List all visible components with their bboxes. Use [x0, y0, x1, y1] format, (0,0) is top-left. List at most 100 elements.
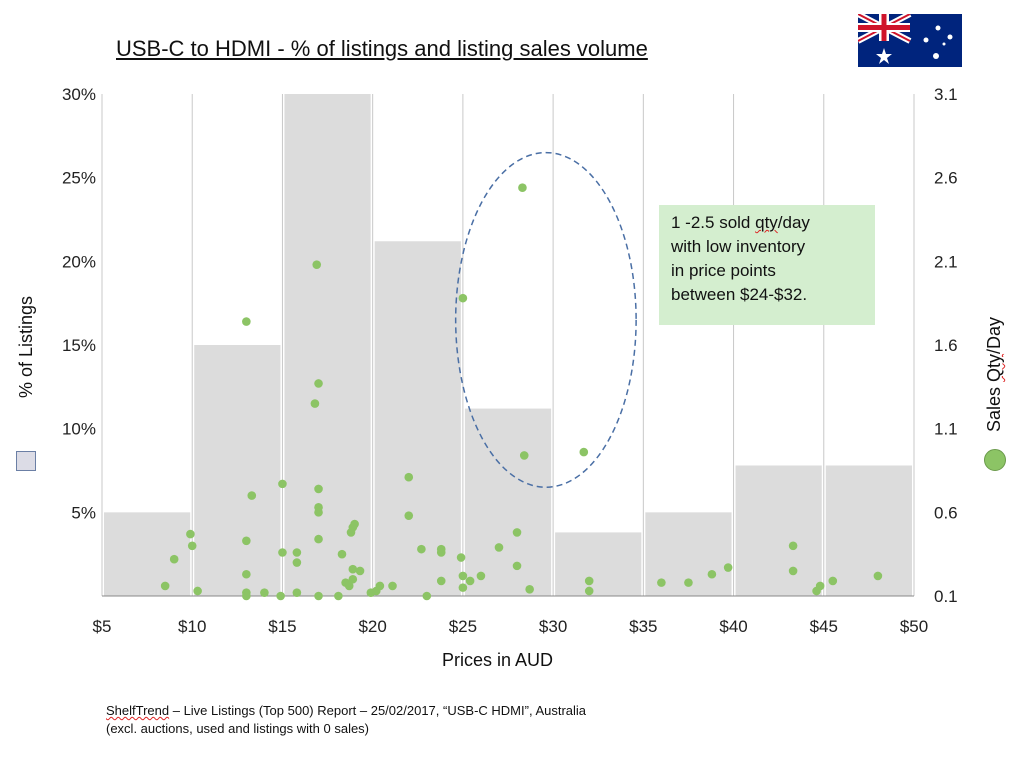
- sales-dot: [476, 571, 486, 581]
- sales-dot: [417, 544, 426, 554]
- sales-dot: [584, 586, 594, 596]
- sales-dot: [458, 583, 468, 592]
- sales-dot: [314, 379, 323, 388]
- sales-dot: [404, 511, 414, 520]
- sales-dot: [350, 519, 359, 529]
- sales-dot: [519, 451, 529, 460]
- y-right-tick-label: 0.1: [934, 587, 958, 606]
- sales-dot: [186, 529, 195, 539]
- sales-dot: [242, 591, 251, 601]
- sales-dot: [337, 549, 347, 559]
- sales-dot: [579, 447, 589, 457]
- sales-dot: [788, 566, 798, 576]
- annotation-box: 1 -2.5 sold qty/day with low inventory i…: [659, 205, 875, 325]
- listing-bar: [374, 241, 461, 596]
- sales-dot: [314, 508, 323, 517]
- sales-dot: [707, 569, 717, 579]
- sales-dot: [458, 571, 468, 581]
- x-tick-label: $5: [93, 617, 112, 636]
- chart-title: USB-C to HDMI - % of listings and listin…: [116, 36, 648, 61]
- x-tick-label: $45: [810, 617, 838, 636]
- sales-dot: [276, 591, 285, 601]
- y-left-tick-label: 25%: [62, 169, 96, 188]
- sales-dot: [334, 591, 343, 601]
- sales-dot: [525, 585, 534, 594]
- sales-dot: [512, 561, 522, 571]
- sales-dot: [873, 571, 883, 581]
- sales-dot: [312, 260, 322, 269]
- x-axis-label: Prices in AUD: [442, 650, 554, 670]
- y-left-tick-label: 10%: [62, 420, 96, 439]
- listings-legend-square-icon: [16, 451, 36, 471]
- sales-dot: [458, 293, 468, 303]
- sales-dot: [260, 588, 269, 597]
- annotation-line-3: in price points: [671, 261, 776, 280]
- sales-dot: [242, 569, 251, 579]
- x-tick-label: $40: [719, 617, 747, 636]
- sales-dot: [314, 591, 323, 601]
- listing-bar: [464, 408, 552, 596]
- x-tick-label: $35: [629, 617, 657, 636]
- sales-dot: [348, 574, 358, 584]
- sales-dot: [187, 541, 197, 551]
- sales-dot: [828, 576, 838, 586]
- y-left-tick-label: 20%: [62, 252, 96, 271]
- y-left-tick-label: 30%: [62, 85, 96, 104]
- australia-flag-icon: [858, 14, 962, 67]
- sales-dot: [684, 578, 693, 587]
- x-tick-label: $15: [268, 617, 296, 636]
- sales-dot: [388, 581, 397, 591]
- sales-dot: [422, 591, 432, 601]
- x-tick-label: $20: [358, 617, 386, 636]
- y-right-tick-label: 2.1: [934, 252, 958, 271]
- sales-dot: [242, 536, 251, 546]
- y-left-tick-label: 15%: [62, 336, 96, 355]
- y-right-tick-label: 1.1: [934, 420, 958, 439]
- sales-dot: [242, 317, 251, 326]
- sales-dot: [404, 472, 414, 482]
- sales-dot: [657, 578, 666, 587]
- y-axis-right-label: Sales Qty/Day: [984, 316, 1004, 432]
- highlight-ellipse: [454, 151, 637, 488]
- sales-dot: [518, 183, 527, 193]
- y-axis-left-label: % of Listings: [16, 295, 36, 398]
- sales-dot: [436, 576, 446, 586]
- y-right-tick-label: 0.6: [934, 503, 958, 522]
- sales-dot: [723, 563, 733, 572]
- sales-dot: [169, 554, 179, 564]
- sales-dot: [314, 534, 323, 544]
- listing-bar: [735, 465, 822, 596]
- y-right-tick-label: 3.1: [934, 85, 958, 104]
- sales-dot: [247, 491, 257, 500]
- listing-bar: [284, 94, 371, 596]
- sales-dot: [355, 566, 365, 576]
- sales-dot: [344, 581, 354, 591]
- sales-dot: [456, 553, 466, 562]
- x-tick-label: $30: [539, 617, 567, 636]
- sales-dot: [512, 528, 522, 537]
- x-tick-label: $50: [900, 617, 928, 636]
- sales-dot: [436, 548, 446, 557]
- y-right-tick-label: 2.6: [934, 169, 958, 188]
- sales-dot: [292, 558, 302, 567]
- x-tick-label: $25: [449, 617, 477, 636]
- footnote: ShelfTrend – Live Listings (Top 500) Rep…: [106, 702, 586, 738]
- sales-dot: [278, 548, 287, 557]
- listing-bar: [104, 512, 191, 596]
- sales-dot: [193, 586, 202, 596]
- annotation-line-2: with low inventory: [671, 237, 806, 256]
- sales-dot: [278, 479, 287, 489]
- sales-dot: [314, 484, 323, 494]
- y-right-tick-label: 1.6: [934, 336, 958, 355]
- listing-bar: [194, 345, 281, 596]
- x-tick-label: $10: [178, 617, 206, 636]
- listing-bar: [825, 465, 912, 596]
- sales-dot: [584, 576, 594, 586]
- sales-legend-circle-icon: [984, 449, 1006, 471]
- sales-dot: [815, 581, 825, 591]
- annotation-line-4: between $24-$32.: [671, 285, 808, 304]
- sales-dot: [292, 588, 302, 597]
- sales-dot: [348, 564, 358, 574]
- sales-dot: [465, 576, 475, 586]
